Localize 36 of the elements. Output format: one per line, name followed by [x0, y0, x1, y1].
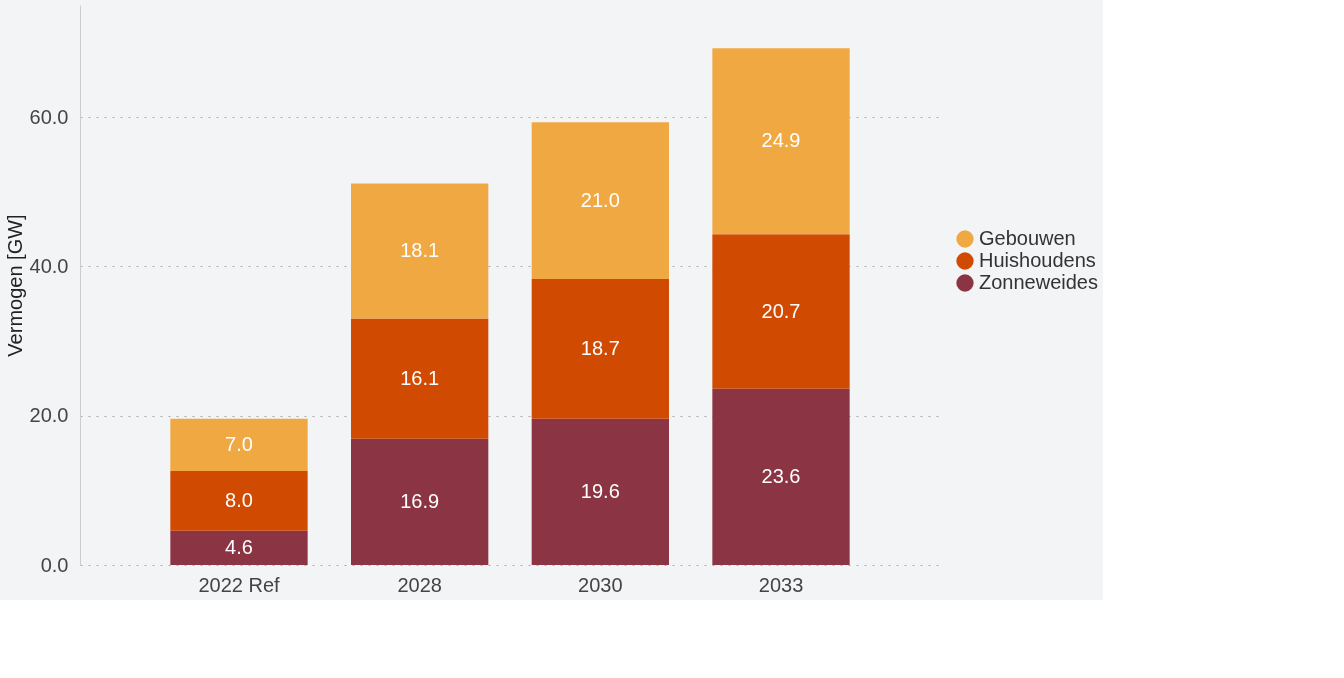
y-tick-label: 0.0 [40, 553, 69, 576]
x-tick-label: 2030 [578, 573, 623, 596]
x-tick-label: 2022 Ref [198, 573, 281, 596]
bar [712, 388, 850, 565]
data-label: 7.0 [225, 432, 253, 455]
data-label: 8.0 [225, 488, 253, 511]
y-tick-label: 60.0 [29, 105, 69, 128]
y-tick-label: 20.0 [29, 404, 69, 427]
bar [170, 470, 308, 531]
x-tick-label: 2028 [397, 573, 442, 596]
data-label: 24.9 [761, 129, 801, 152]
data-label: 23.6 [761, 464, 801, 487]
data-label: 18.1 [400, 239, 440, 262]
x-tick-label: 2033 [758, 573, 804, 596]
data-label: 21.0 [580, 188, 620, 211]
bar [531, 122, 669, 280]
data-label: 16.9 [400, 489, 440, 512]
bar [351, 183, 489, 319]
bar [531, 279, 669, 419]
bar [170, 530, 308, 565]
legend-label: Huishoudens [979, 249, 1096, 271]
bar [712, 234, 850, 389]
bar [351, 438, 489, 565]
y-axis-title: Vermogen [GW] [3, 214, 26, 357]
data-label: 4.6 [225, 535, 253, 558]
legend-label: Zonneweides [979, 271, 1098, 293]
bar [170, 418, 308, 471]
y-tick-label: 40.0 [29, 254, 69, 277]
bar [531, 418, 669, 565]
legend-label: Gebouwen [979, 227, 1076, 249]
bar [351, 318, 489, 439]
data-label: 20.7 [761, 299, 801, 322]
data-label: 18.7 [580, 336, 620, 359]
data-label: 16.1 [400, 366, 440, 389]
bar [712, 48, 850, 235]
data-label: 19.6 [580, 479, 620, 502]
